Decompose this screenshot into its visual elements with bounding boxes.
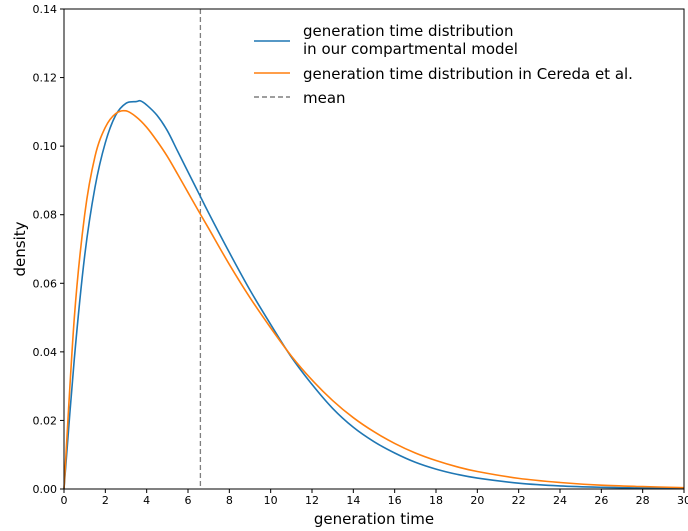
x-tick-label: 6	[185, 494, 192, 507]
y-tick-label: 0.00	[33, 483, 58, 496]
x-tick-label: 16	[388, 494, 402, 507]
plot-frame	[63, 8, 685, 490]
x-tick-label: 18	[429, 494, 443, 507]
x-tick-label: 20	[470, 494, 484, 507]
y-tick-label: 0.12	[33, 72, 58, 85]
legend-label: in our compartmental model	[303, 40, 518, 58]
x-tick-label: 0	[61, 494, 68, 507]
y-axis-label: density	[11, 221, 29, 276]
y-tick-label: 0.08	[33, 209, 58, 222]
x-tick-label: 28	[636, 494, 650, 507]
x-tick-label: 8	[226, 494, 233, 507]
series-line-0	[63, 99, 685, 490]
y-tick-label: 0.04	[33, 346, 58, 359]
x-tick-label: 14	[346, 494, 360, 507]
x-tick-label: 2	[102, 494, 109, 507]
x-axis-ticks: 0 2 4 6 8 10 12 14 16 18 20 22 24 26 28 30	[61, 489, 688, 507]
y-tick-label: 0.10	[33, 140, 58, 153]
x-tick-label: 24	[553, 494, 567, 507]
y-axis-ticks: 0.00 0.02 0.04 0.06 0.08 0.10 0.12 0.14	[33, 3, 64, 496]
x-tick-label: 10	[264, 494, 278, 507]
y-tick-label: 0.14	[33, 3, 58, 16]
legend-label: generation time distribution in Cereda e…	[303, 65, 633, 83]
x-tick-label: 30	[677, 494, 688, 507]
x-tick-label: 4	[143, 494, 150, 507]
legend-label: mean	[303, 89, 346, 107]
x-tick-label: 12	[305, 494, 319, 507]
x-axis-label: generation time	[314, 510, 434, 528]
series-line-1	[63, 109, 685, 490]
y-tick-label: 0.02	[33, 414, 58, 427]
legend-label: generation time distribution	[303, 22, 513, 40]
y-tick-label: 0.06	[33, 277, 58, 290]
x-tick-label: 26	[594, 494, 608, 507]
x-tick-label: 22	[512, 494, 526, 507]
series-layer	[63, 99, 685, 490]
